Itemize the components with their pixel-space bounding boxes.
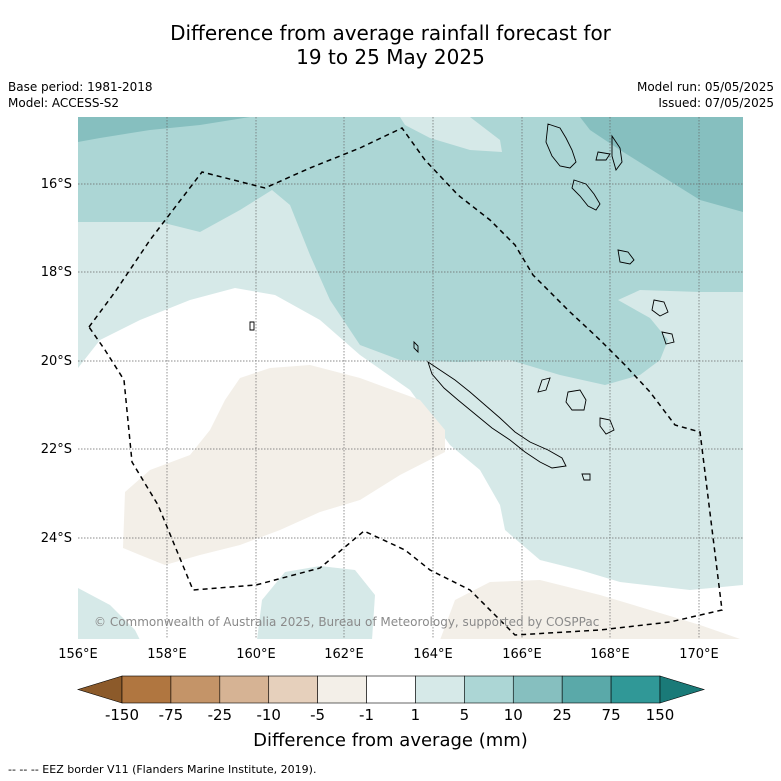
lon-label: 160°E [236,647,276,662]
vanuatu-efate [617,249,635,265]
colorbar-swatch [464,675,514,704]
small-island-east [413,340,419,354]
eez-footnote: -- -- -- EEZ border V11 (Flanders Marine… [8,763,317,776]
colorbar-tick-label: 75 [602,706,621,724]
colorbar-swatch [219,675,270,704]
tanna-island [651,299,669,317]
longitude-labels: 156°E 158°E 160°E 162°E 164°E 166°E 168°… [58,647,719,662]
isle-of-pines [581,473,591,481]
lon-label: 164°E [413,647,453,662]
vanuatu-espiritu-santo [545,123,577,169]
latitude-labels: 16°S 18°S 20°S 22°S 24°S [41,177,72,546]
colorbar-swatch [561,675,612,704]
eez-border [88,127,723,636]
colorbar-swatch [170,675,221,704]
vanuatu-maewo [611,134,623,171]
lon-label: 166°E [502,647,542,662]
colorbar-tick-label: 1 [411,706,421,724]
region-minus-1-to-minus-5mm-south [440,580,741,639]
rainfall-map: © Commonwealth of Australia 2025, Bureau… [78,117,743,639]
colorbar-swatch [512,675,563,704]
colorbar-swatch [415,675,465,704]
base-period: Base period: 1981-2018 [8,80,153,94]
colorbar-swatch [610,675,661,704]
vanuatu-malekula [571,179,601,211]
lon-label: 168°E [590,647,630,662]
lat-label: 18°S [41,265,72,280]
colorbar-tick-label: -25 [208,706,233,724]
colorbar-tick-label: -1 [359,706,374,724]
loyalty-mare [599,417,615,435]
colorbar-swatch [121,675,172,704]
region-southwest-blue [78,588,140,639]
title-line-1: Difference from average rainfall forecas… [170,21,611,45]
colorbar-extend-low [76,675,123,704]
new-caledonia-island [427,360,567,469]
colorbar-tick-label: -10 [256,706,281,724]
lon-label: 170°E [679,647,719,662]
colorbar-tick-label: -150 [105,706,139,724]
colorbar-tick-label: 25 [553,706,572,724]
colorbar-tick-label: 5 [460,706,470,724]
vanuatu-pentecost [595,151,611,161]
lat-label: 24°S [41,531,72,546]
loyalty-lifou [565,389,587,411]
loyalty-ouvea [537,377,551,393]
colorbar [76,675,706,704]
region-10-to-25mm-east [580,117,743,212]
colorbar-swatch [366,675,416,704]
lon-label: 156°E [58,647,98,662]
region-light-patch [400,117,502,152]
graticule [78,117,743,639]
colorbar-tick-label: -75 [159,706,184,724]
colorbar-extend-high [659,675,706,704]
colorbar-title: Difference from average (mm) [253,730,528,751]
lat-label: 22°S [41,442,72,457]
colorbar-tick-label: -5 [310,706,325,724]
model-name: Model: ACCESS-S2 [8,96,120,110]
colorbar-tick-label: 10 [504,706,523,724]
lat-label: 20°S [41,354,72,369]
lat-label: 16°S [41,177,72,192]
small-island-west [249,321,255,331]
aneityum-island [661,331,675,345]
colorbar-swatch [317,675,367,704]
issued-date: Issued: 07/05/2025 [658,96,774,110]
copyright-credit: © Commonwealth of Australia 2025, Bureau… [94,615,599,629]
colorbar-swatch [268,675,318,704]
colorbar-tick-label: 150 [646,706,675,724]
colorbar-tick-labels: -150 -75 -25 -10 -5 -1 1 5 10 25 75 150 [105,706,674,724]
lon-label: 158°E [147,647,187,662]
region-minus-1-to-minus-5mm [123,365,445,565]
model-run: Model run: 05/05/2025 [636,80,774,94]
title-line-2: 19 to 25 May 2025 [296,45,485,69]
lon-label: 162°E [324,647,364,662]
region-10-to-25mm [78,117,250,142]
region-south-blue [257,566,375,639]
coastlines [249,123,675,481]
